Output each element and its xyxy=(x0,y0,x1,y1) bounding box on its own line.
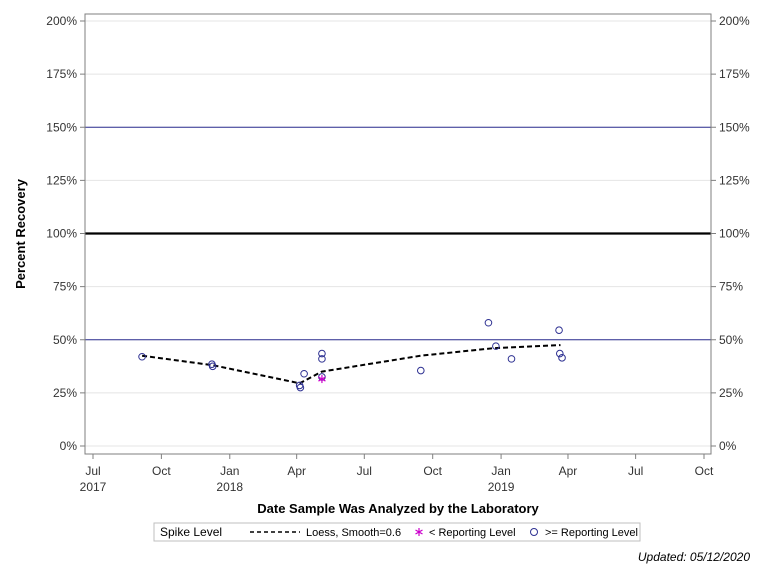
data-point-circle xyxy=(492,342,500,350)
legend-box xyxy=(153,522,641,542)
x-tick-year-label: 2018 xyxy=(216,480,243,494)
y-tick-label-left: 175% xyxy=(46,67,77,81)
data-point-circle xyxy=(558,354,566,362)
legend: Spike Level Loess, Smooth=0.6 < Reportin… xyxy=(153,522,641,542)
loess-line-group xyxy=(141,344,561,385)
y-tick-label-left: 0% xyxy=(60,439,78,453)
legend-star-swatch xyxy=(415,528,423,536)
legend-loess-label: Loess, Smooth=0.6 xyxy=(306,527,401,539)
y-tick-label-right: 0% xyxy=(719,439,737,453)
x-tick-year-label: 2019 xyxy=(488,480,515,494)
data-point-circle xyxy=(555,349,564,358)
y-tick-label-left: 125% xyxy=(46,173,77,187)
legend-below-label: < Reporting Level xyxy=(429,527,516,539)
data-point-star xyxy=(318,375,326,384)
x-tick-label: Apr xyxy=(559,464,578,478)
data-point-circle xyxy=(300,369,308,378)
data-point-circle xyxy=(296,383,305,392)
y-tick-label-right: 25% xyxy=(719,386,743,400)
data-point-circle xyxy=(138,352,146,361)
y-tick-label-left: 100% xyxy=(46,227,77,241)
data-points xyxy=(138,318,566,392)
y-tick-label-right: 125% xyxy=(719,173,750,187)
y-tick-label-left: 50% xyxy=(53,333,77,347)
legend-title: Spike Level xyxy=(160,525,222,539)
x-axis-title: Date Sample Was Analyzed by the Laborato… xyxy=(257,501,539,516)
data-point-circle xyxy=(484,318,493,327)
y-tick-label-left: 200% xyxy=(46,14,77,28)
data-point-circle xyxy=(318,349,326,358)
x-tick-label: Jan xyxy=(220,464,239,478)
data-point-circle xyxy=(507,355,516,363)
x-tick-label: Jan xyxy=(491,464,510,478)
data-point-circle xyxy=(555,326,563,334)
y-tick-label-right: 100% xyxy=(719,227,750,241)
data-point-circle xyxy=(416,366,425,375)
y-axis-title: Percent Recovery xyxy=(13,178,28,289)
y-tick-label-left: 75% xyxy=(53,280,77,294)
x-tick-label: Apr xyxy=(287,464,306,478)
reference-lines xyxy=(85,126,711,341)
y-tick-label-right: 75% xyxy=(719,280,743,294)
data-point-circle xyxy=(208,362,217,371)
legend-above-label: >= Reporting Level xyxy=(545,527,638,539)
x-tick-year-label: 2017 xyxy=(80,480,107,494)
updated-footnote: Updated: 05/12/2020 xyxy=(638,550,750,564)
x-tick-label: Oct xyxy=(423,464,442,478)
y-tick-label-left: 150% xyxy=(46,120,77,134)
x-axis: Jul 2017 Oct Jan 2018 Apr Jul Oct Jan 2019 Apr Jul O… xyxy=(80,454,714,494)
x-tick-label: Oct xyxy=(695,464,714,478)
y-tick-label-right: 150% xyxy=(719,120,750,134)
y-tick-label-right: 200% xyxy=(719,14,750,28)
loess-line xyxy=(141,344,561,385)
y-axis-left: 0% 25% 50% 75% 100% 125% 150% 175% 200% xyxy=(46,14,85,453)
x-tick-label: Jul xyxy=(357,464,372,478)
x-tick-label: Jul xyxy=(85,464,100,478)
y-tick-label-left: 25% xyxy=(53,386,77,400)
x-tick-label: Oct xyxy=(152,464,171,478)
data-point-circle xyxy=(318,355,326,363)
y-tick-label-right: 50% xyxy=(719,333,743,347)
legend-circle-swatch xyxy=(530,528,538,536)
y-tick-label-right: 175% xyxy=(719,67,750,81)
x-tick-label: Jul xyxy=(628,464,643,478)
y-axis-right: 0% 25% 50% 75% 100% 125% 150% 175% 200% xyxy=(711,14,750,453)
